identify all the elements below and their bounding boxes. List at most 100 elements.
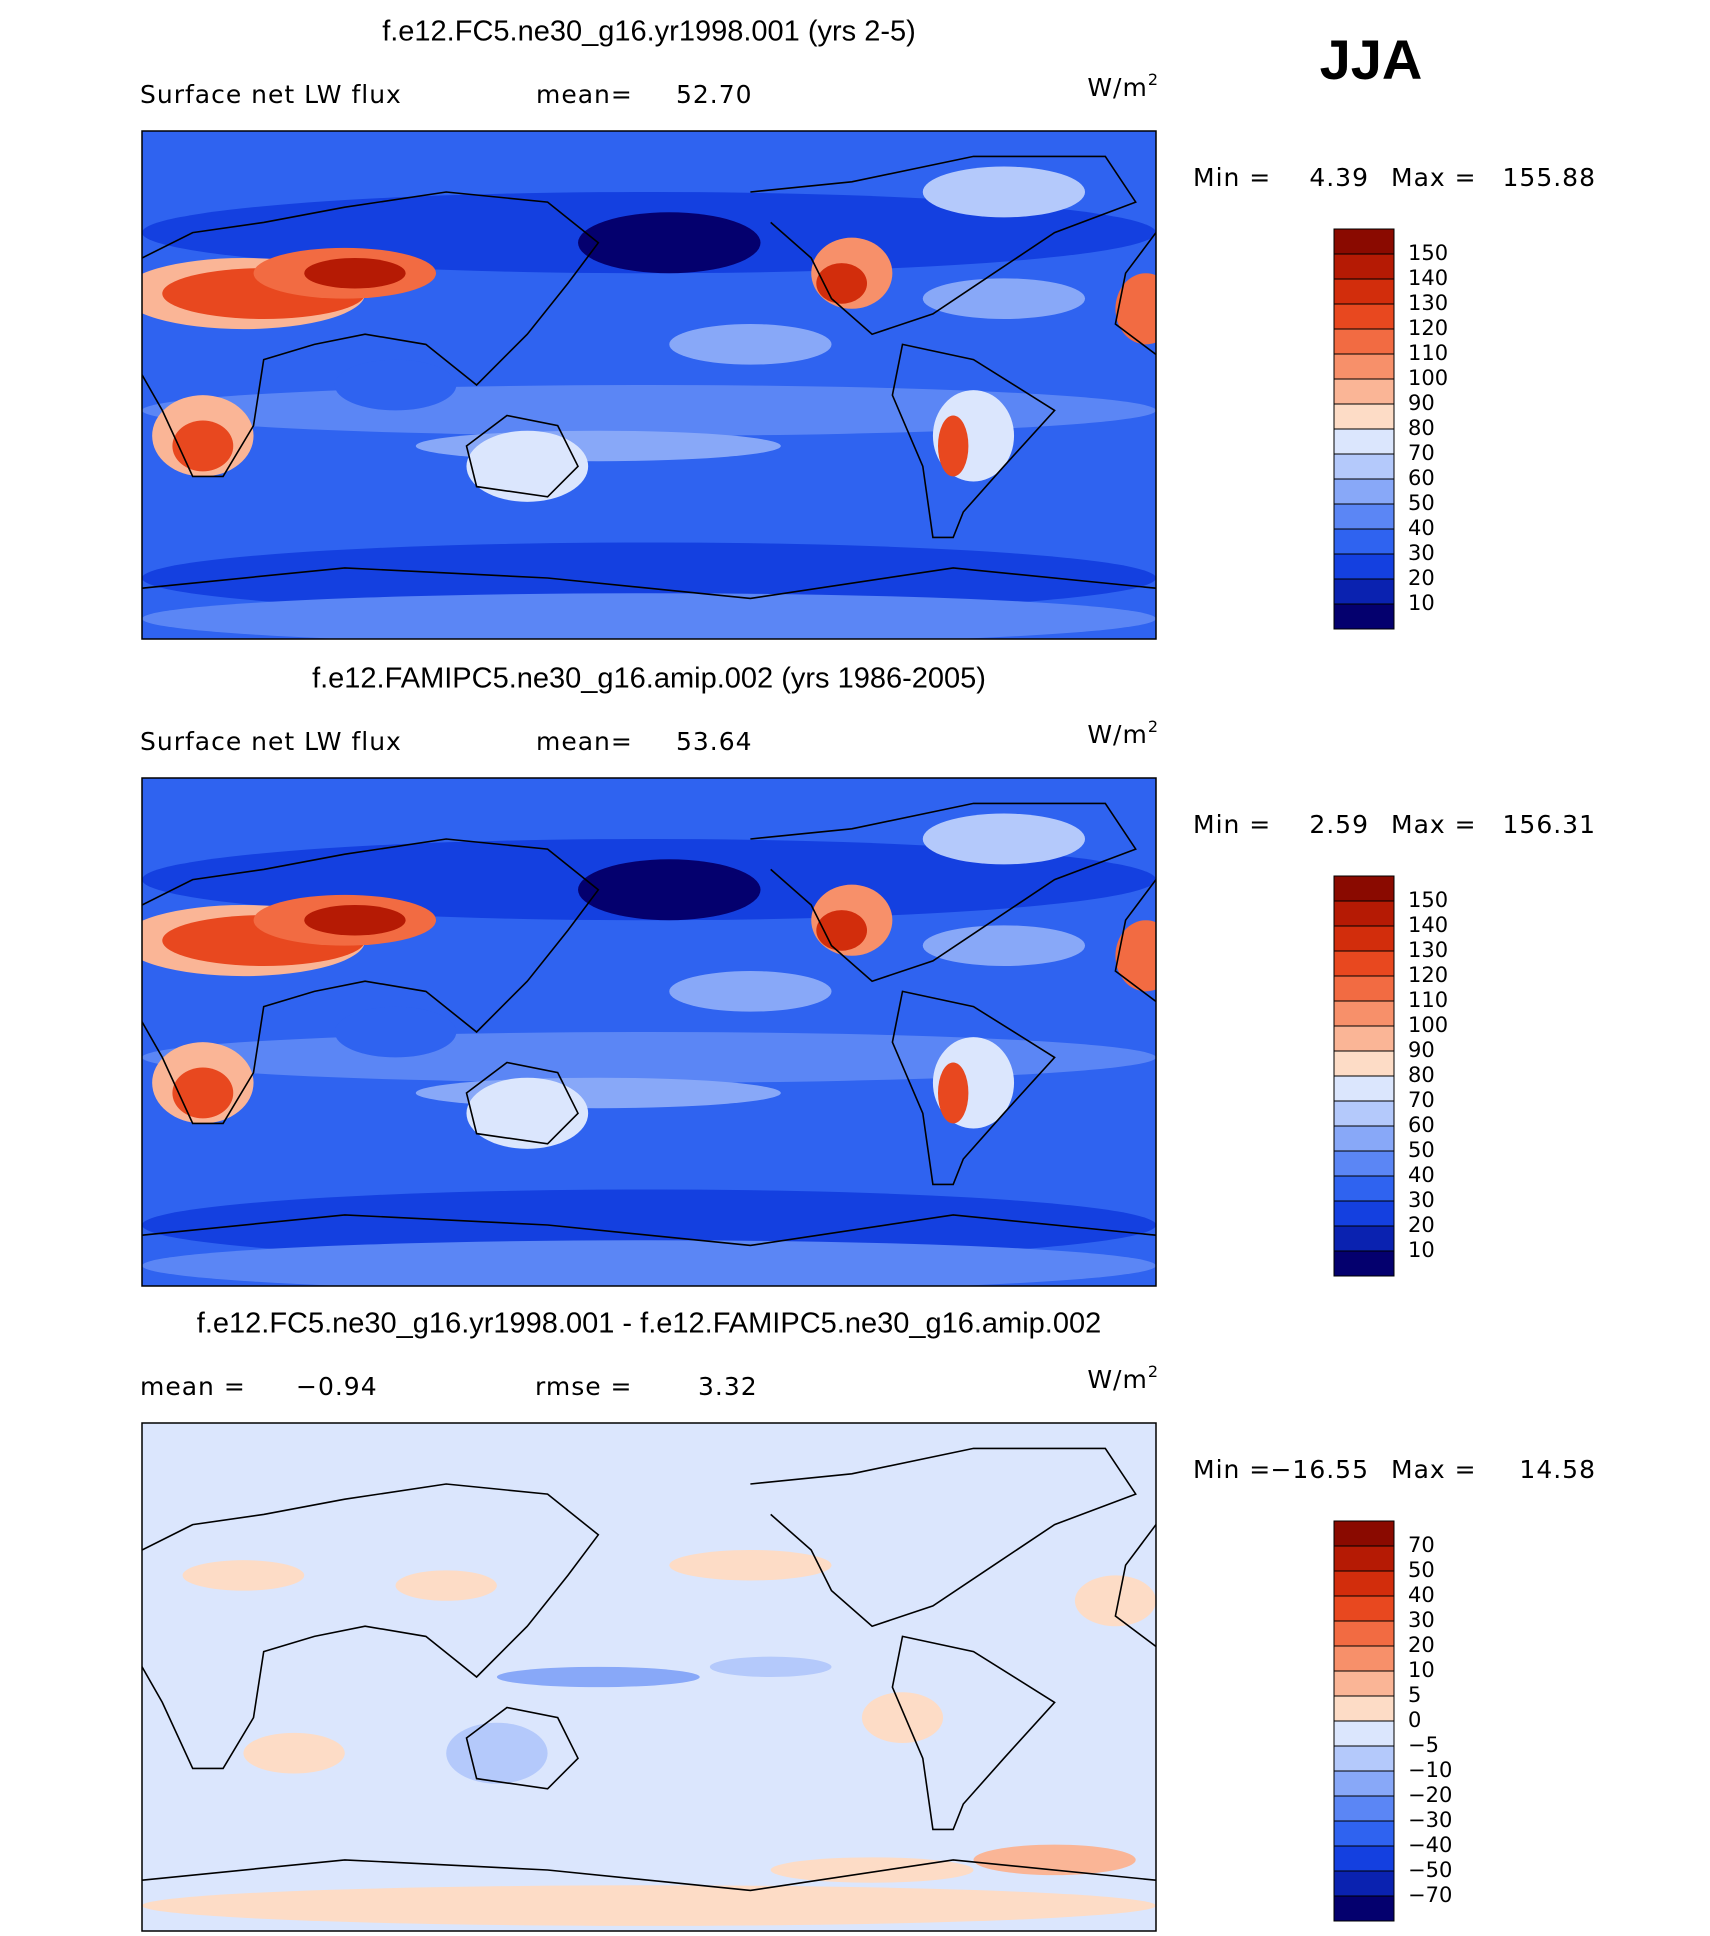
- stat-label: Surface net LW flux: [140, 727, 402, 756]
- stat-value: 52.70: [676, 80, 753, 109]
- colorbar-box: [1333, 975, 1395, 1002]
- colorbar-label: −50: [1408, 1858, 1452, 1882]
- colorbar-box: [1333, 1770, 1395, 1797]
- colorbar-label: 10: [1408, 1238, 1435, 1262]
- map-field: [142, 1240, 1156, 1286]
- map-field: [334, 359, 457, 411]
- colorbar-label: 5: [1408, 1683, 1421, 1707]
- colorbar-box: [1333, 528, 1395, 555]
- colorbar-box: [1333, 303, 1395, 330]
- units-exponent: 2: [1148, 717, 1159, 736]
- colorbar-label: 70: [1408, 1088, 1435, 1112]
- map-field: [669, 1550, 832, 1581]
- colorbar-box: [1333, 1050, 1395, 1077]
- stat-value: −0.94: [296, 1372, 378, 1401]
- coastline: [750, 155, 1137, 336]
- colorbar-label: 80: [1408, 1063, 1435, 1087]
- colorbar-label: 40: [1408, 1583, 1435, 1607]
- map: [142, 778, 1156, 1286]
- colorbar-box: [1333, 353, 1395, 380]
- colorbar-label: 140: [1408, 913, 1448, 937]
- colorbar-label: 110: [1408, 988, 1448, 1012]
- min-value: 4.39: [1309, 163, 1369, 192]
- colorbar-box: [1333, 1200, 1395, 1227]
- colorbar-label: 120: [1408, 963, 1448, 987]
- max-value: 156.31: [1503, 810, 1596, 839]
- colorbar-box: [1333, 1595, 1395, 1622]
- map: [142, 131, 1156, 639]
- colorbar-label: 40: [1408, 1163, 1435, 1187]
- coastline: [1114, 879, 1156, 1003]
- map-field: [172, 1067, 234, 1119]
- colorbar-label: 90: [1408, 1038, 1435, 1062]
- map-field: [142, 542, 1156, 614]
- coastline: [142, 1214, 1156, 1247]
- max-value: 14.58: [1519, 1455, 1596, 1484]
- max-label: Max =: [1391, 810, 1477, 839]
- colorbar-label: 30: [1408, 1188, 1435, 1212]
- min-label: Min =: [1193, 810, 1271, 839]
- stat-label: mean=: [536, 80, 633, 109]
- colorbar-box: [1333, 900, 1395, 927]
- map-field: [334, 1006, 457, 1058]
- map-field: [861, 1692, 944, 1744]
- map-frame: [141, 130, 1157, 640]
- units-base: W/m: [1087, 1365, 1148, 1394]
- colorbar-box: [1333, 1695, 1395, 1722]
- min-value: −16.55: [1270, 1455, 1369, 1484]
- coastline: [465, 1061, 579, 1145]
- stat-label: mean =: [140, 1372, 246, 1401]
- colorbar-label: 10: [1408, 591, 1435, 615]
- colorbar-label: 120: [1408, 316, 1448, 340]
- colorbar-box: [1333, 503, 1395, 530]
- coastline: [750, 1447, 1137, 1628]
- map: [142, 1423, 1156, 1931]
- map-field: [304, 905, 406, 936]
- colorbar-box: [1333, 603, 1395, 630]
- coastline: [891, 1635, 1056, 1831]
- map-field: [669, 324, 832, 365]
- colorbar-label: 70: [1408, 1533, 1435, 1557]
- map-field: [1074, 1575, 1156, 1627]
- colorbar-label: −10: [1408, 1758, 1452, 1782]
- map-field: [243, 1732, 345, 1774]
- min-value: 2.59: [1309, 810, 1369, 839]
- map-field: [937, 415, 969, 477]
- max-value: 155.88: [1503, 163, 1596, 192]
- units-base: W/m: [1087, 720, 1148, 749]
- colorbar-box: [1333, 1250, 1395, 1277]
- units: W/m2: [1087, 70, 1159, 103]
- max-label: Max =: [1391, 1455, 1477, 1484]
- colorbar-box: [1333, 950, 1395, 977]
- colorbar-label: 20: [1408, 1633, 1435, 1657]
- colorbar-box: [1333, 453, 1395, 480]
- coastline: [750, 802, 1137, 983]
- colorbar-box: [1333, 428, 1395, 455]
- min-label: Min =: [1193, 163, 1271, 192]
- colorbar-box: [1333, 1225, 1395, 1252]
- map-field: [496, 1666, 700, 1688]
- colorbar-box: [1333, 1125, 1395, 1152]
- colorbar-box: [1333, 553, 1395, 580]
- map-field: [395, 1570, 497, 1601]
- colorbar-label: 60: [1408, 1113, 1435, 1137]
- coastline: [891, 343, 1056, 539]
- colorbar-box: [1333, 1620, 1395, 1647]
- map-field: [973, 1844, 1136, 1876]
- map-field: [922, 166, 1086, 218]
- map-field: [709, 1656, 832, 1677]
- coastline: [142, 191, 600, 478]
- panel-title: f.e12.FC5.ne30_g16.yr1998.001 (yrs 2-5): [382, 16, 916, 48]
- coastline: [465, 414, 579, 498]
- colorbar-label: 20: [1408, 1213, 1435, 1237]
- map-field: [142, 1885, 1156, 1926]
- colorbar-label: 30: [1408, 541, 1435, 565]
- colorbar-label: 30: [1408, 1608, 1435, 1632]
- colorbar-box: [1333, 1545, 1395, 1572]
- map-field: [304, 258, 406, 289]
- colorbar-box: [1333, 403, 1395, 430]
- units-exponent: 2: [1148, 1362, 1159, 1381]
- max-label: Max =: [1391, 163, 1477, 192]
- map-field: [446, 1722, 548, 1784]
- colorbar-label: 150: [1408, 888, 1448, 912]
